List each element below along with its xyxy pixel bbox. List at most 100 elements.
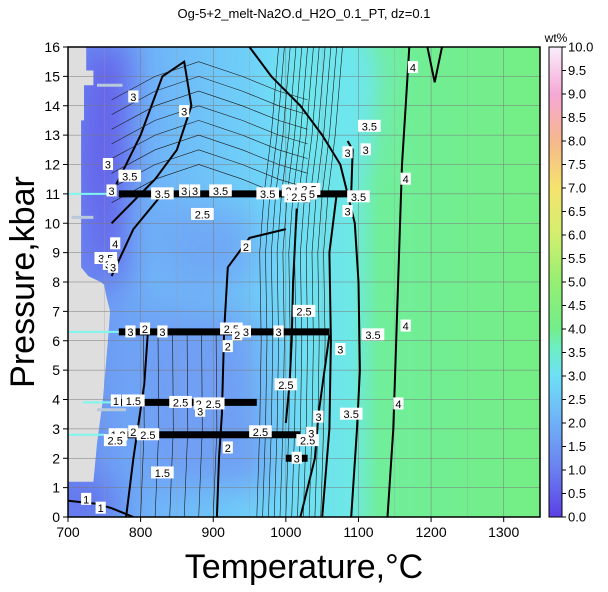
contour-label: 3 (125, 325, 136, 339)
contour-label-text: 2 (225, 342, 231, 354)
x-tick-label: 1000 (270, 524, 301, 540)
contour-line-minor (314, 47, 337, 517)
contour-label-text: 4 (395, 399, 401, 411)
contour-label-text: 3 (337, 345, 343, 357)
no-data-fill (68, 47, 111, 482)
x-tick-label: 1300 (488, 524, 519, 540)
contour-label-text: 3 (130, 92, 136, 104)
contour-label: 3 (335, 343, 346, 357)
contour-label-text: 1.5 (126, 396, 141, 408)
contour-label-text: 3.5 (365, 330, 380, 342)
contour-label: 3 (157, 325, 168, 339)
x-tick-label: 800 (129, 524, 153, 540)
contour-label: 4 (400, 172, 411, 186)
contour-label-text: 3 (181, 107, 187, 119)
contour-label: 2 (222, 441, 233, 455)
contour-label-text: 3 (105, 160, 111, 172)
colorbar-tick-label: 1.5 (568, 439, 586, 454)
contour-label: 3 (189, 184, 201, 198)
contour-label: 3.5 (256, 187, 279, 201)
chart-title: Og-5+2_melt-Na2O.d_H2O_0.1_PT, dz=0.1 (178, 6, 431, 21)
contour-label: 2 (240, 240, 252, 254)
x-axis: 700 800 900 1000 1100 1200 1300 (56, 517, 519, 540)
contour-label: 3 (106, 184, 117, 198)
contour-line-major (125, 331, 149, 517)
contour-line-minor (285, 47, 308, 517)
contour-line-minor (111, 90, 308, 130)
contour-label-text: 2 (142, 324, 148, 336)
contour-label-text: 4 (112, 239, 118, 251)
contour-label: 3 (128, 90, 139, 104)
y-tick-label: 15 (44, 68, 60, 84)
y-tick-label: 2 (52, 450, 60, 466)
contour-line-major (110, 193, 164, 277)
colorbar-tick-label: 1.0 (568, 463, 586, 478)
contour-label-text: 2.5 (140, 430, 155, 442)
colorbar-tick-label: 8.5 (568, 110, 586, 125)
y-tick-label: 9 (52, 245, 60, 261)
contour-line-major (110, 59, 193, 225)
contour-label: 3 (291, 451, 302, 465)
contour-label: 1 (95, 501, 106, 515)
contour-line-minor (111, 61, 308, 101)
contour-label-text: 2.5 (206, 399, 221, 411)
contour-label: 3 (240, 325, 252, 339)
contour-label-text: 2 (234, 330, 240, 342)
y-tick-label: 13 (44, 127, 60, 143)
contour-label: 5 (306, 187, 318, 201)
x-tick-label: 1200 (415, 524, 446, 540)
contour-label: 4 (407, 61, 419, 75)
contour-label: 2.5 (249, 425, 272, 439)
contour-label-text: 5 (309, 189, 315, 201)
contour-label-text: 2.5 (195, 209, 210, 221)
contour-line-minor (297, 47, 320, 517)
contour-label-text: 3 (363, 145, 369, 157)
contour-label: 3 (273, 325, 284, 339)
contour-label-text: 1 (113, 396, 119, 408)
contour-label: 2.5 (292, 304, 316, 318)
contour-label-text: 2.5 (173, 397, 188, 409)
colorbar-tick-label: 8.0 (568, 134, 586, 149)
colorbar-tick-label: 2.0 (568, 416, 586, 431)
contour-label-text: 3 (345, 207, 351, 219)
contour-label: 2.5 (274, 378, 298, 392)
contour-label-text: 3 (109, 186, 115, 198)
contour-labels: 13333.533.5333.52.53.52.522.532.553.5333… (81, 61, 419, 515)
plot-area: 13333.533.5333.52.53.52.522.532.553.5333… (68, 47, 540, 517)
contour-label: 3 (179, 105, 190, 119)
contour-label-text: 3.5 (260, 189, 275, 201)
contour-label: 2.5 (169, 395, 192, 409)
y-tick-label: 14 (44, 98, 60, 114)
x-tick-label: 1100 (343, 524, 373, 540)
contour-label: 2.5 (103, 434, 127, 448)
contour-line-minor (111, 105, 308, 145)
contour-label: 2 (222, 340, 233, 354)
colorbar-tick-label: 9.5 (568, 63, 586, 78)
colorbar-tick-label: 7.0 (568, 181, 586, 196)
contour-label: 3.5 (151, 187, 174, 201)
contour-label: 3 (107, 260, 119, 274)
contour-label-text: 3.5 (213, 186, 228, 198)
contour-label-text: 4 (403, 321, 409, 333)
y-axis-label: Pressure,kbar (4, 176, 42, 388)
contour-label-text: 3 (243, 327, 249, 339)
contour-label: 4 (110, 237, 121, 251)
contour-label: 1 (110, 394, 122, 408)
contour-label: 3 (342, 205, 353, 219)
colorbar-tick-label: 4.0 (568, 322, 586, 337)
contour-label: 2 (232, 328, 243, 342)
contour-label: 1.5 (151, 466, 174, 480)
colorbar-tick-label: 0.5 (568, 486, 586, 501)
contour-label-text: 2 (225, 443, 231, 455)
contour-label-text: 3 (294, 453, 300, 465)
contour-label: 3.5 (209, 184, 232, 198)
y-tick-label: 3 (52, 421, 60, 437)
contour-label: 2 (128, 425, 139, 439)
y-tick-label: 16 (44, 39, 60, 55)
contour-label: 3.5 (361, 328, 385, 342)
contour-line-minor (198, 334, 203, 517)
y-tick-label: 11 (45, 186, 60, 202)
y-tick-label: 12 (44, 157, 60, 173)
contour-line-minor (279, 47, 303, 517)
